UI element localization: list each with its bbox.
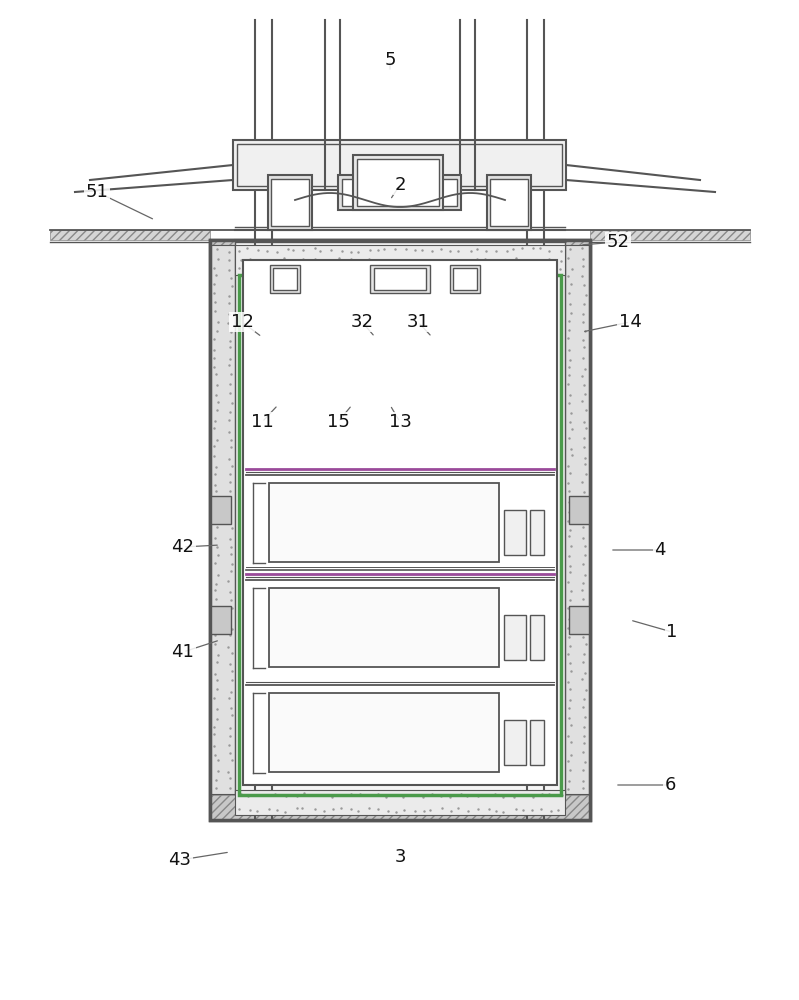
Bar — [271, 179, 309, 226]
Bar — [530, 720, 544, 765]
Text: 12: 12 — [231, 313, 253, 331]
Bar — [357, 159, 439, 206]
Text: 2: 2 — [394, 176, 406, 194]
Polygon shape — [590, 230, 750, 240]
Bar — [342, 179, 457, 206]
Bar — [487, 175, 531, 230]
Text: 13: 13 — [388, 413, 411, 431]
Text: 3: 3 — [394, 848, 406, 866]
Bar — [235, 240, 565, 795]
Bar — [530, 510, 544, 555]
Bar — [450, 265, 480, 293]
Bar — [210, 240, 590, 820]
Text: 43: 43 — [169, 851, 192, 869]
Bar — [504, 510, 526, 555]
Bar — [211, 496, 231, 524]
Bar — [490, 179, 528, 226]
Text: 1: 1 — [666, 623, 678, 641]
Polygon shape — [210, 240, 235, 820]
Bar — [504, 614, 526, 660]
Bar — [453, 268, 477, 290]
Text: 32: 32 — [351, 313, 373, 331]
Bar — [235, 245, 565, 275]
Bar — [239, 275, 561, 795]
Text: 41: 41 — [172, 643, 194, 661]
Bar — [233, 140, 566, 190]
Polygon shape — [565, 240, 590, 820]
Text: 52: 52 — [606, 233, 630, 251]
Bar — [211, 245, 235, 794]
Bar — [565, 245, 589, 794]
Text: 51: 51 — [85, 183, 109, 201]
Text: 15: 15 — [327, 413, 349, 431]
Text: 11: 11 — [251, 413, 273, 431]
Bar — [370, 265, 430, 293]
Bar — [237, 144, 562, 186]
Bar — [270, 265, 300, 293]
Bar — [504, 720, 526, 765]
Text: 14: 14 — [618, 313, 642, 331]
Bar — [269, 693, 499, 772]
Bar — [273, 268, 297, 290]
Bar — [569, 496, 589, 524]
Bar — [569, 606, 589, 634]
Bar — [269, 483, 499, 562]
Bar — [235, 790, 565, 815]
Bar — [210, 240, 590, 820]
Bar — [353, 155, 443, 210]
Text: 42: 42 — [172, 538, 194, 556]
Bar — [338, 175, 461, 210]
Polygon shape — [210, 795, 590, 820]
Bar — [530, 614, 544, 660]
Bar — [269, 588, 499, 667]
Bar — [268, 175, 312, 230]
Text: 6: 6 — [664, 776, 676, 794]
Bar — [211, 606, 231, 634]
Text: 4: 4 — [654, 541, 666, 559]
Bar — [374, 268, 426, 290]
Polygon shape — [50, 230, 210, 240]
Text: 31: 31 — [407, 313, 429, 331]
Text: 5: 5 — [384, 51, 396, 69]
Bar — [243, 260, 557, 785]
